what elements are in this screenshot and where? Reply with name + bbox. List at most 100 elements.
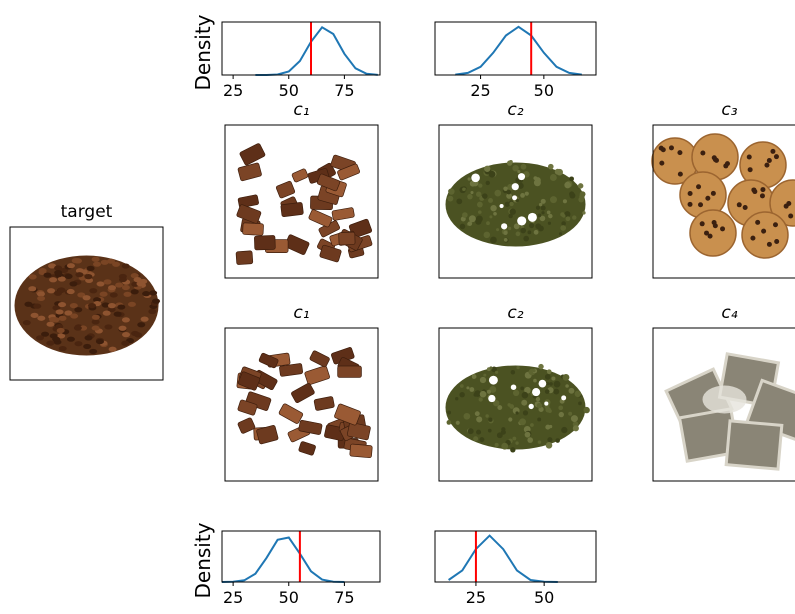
- tea-leaf: [446, 420, 452, 425]
- tea-leaf: [561, 221, 566, 226]
- tea-leaf: [497, 405, 503, 410]
- tea-leaf: [572, 215, 577, 220]
- coffee-bean: [30, 312, 39, 318]
- tea-leaf: [467, 221, 473, 226]
- coffee-bean: [122, 332, 131, 338]
- tea-leaf: [475, 218, 482, 225]
- chocolate-piece: [349, 443, 373, 459]
- choc-chip: [772, 222, 778, 228]
- chocolate-piece: [304, 365, 330, 385]
- x-tick-label: 25: [223, 81, 243, 100]
- tea-leaf: [520, 163, 527, 170]
- coffee-bean: [58, 315, 67, 321]
- tea-leaf: [506, 193, 513, 199]
- density-curve: [448, 534, 558, 583]
- tea-leaf: [507, 226, 512, 231]
- chocolate-piece: [258, 352, 279, 369]
- tea-leaf: [577, 183, 584, 189]
- tea-gap: [488, 375, 498, 385]
- choc-chip: [750, 235, 756, 241]
- choc-chip: [761, 228, 767, 234]
- tea-leaf: [504, 201, 510, 207]
- choc-chip: [788, 213, 794, 219]
- tea-leaf: [494, 442, 499, 448]
- image-panel: [224, 124, 379, 279]
- tea-leaf: [469, 180, 476, 187]
- tea-leaf: [545, 442, 553, 449]
- tea-leaf: [535, 205, 541, 210]
- tea-leaf: [540, 205, 546, 211]
- coffee-bean: [73, 325, 82, 331]
- tea-leaf: [564, 181, 571, 189]
- coffee-bean: [84, 274, 93, 280]
- tea-leaf: [524, 386, 531, 394]
- tea-leaf: [537, 440, 542, 444]
- chocolate-piece: [338, 231, 356, 246]
- tea-leaf: [527, 230, 532, 235]
- coffee-bean: [96, 281, 105, 287]
- tea-leaf: [474, 411, 480, 417]
- coffee-bean: [69, 302, 78, 309]
- tea-leaf: [448, 189, 452, 193]
- coffee-bean: [121, 284, 130, 291]
- coffee-bean: [133, 277, 142, 283]
- x-tick-label: 25: [223, 588, 243, 607]
- chocolate-piece: [237, 417, 256, 434]
- tea-leaf: [515, 231, 521, 237]
- tea-leaf: [569, 176, 574, 182]
- tea-leaf: [568, 411, 573, 416]
- coffee-bean: [92, 261, 101, 267]
- coffee-bean: [95, 338, 104, 345]
- coffee-bean: [91, 314, 100, 320]
- tea-leaf: [470, 190, 474, 195]
- tea-leaf: [565, 384, 569, 388]
- coffee-bean: [37, 295, 46, 301]
- coffee-bean: [22, 320, 31, 326]
- tea-leaf: [493, 399, 500, 407]
- chocolate-piece: [291, 383, 315, 403]
- coffee-bean: [33, 303, 42, 309]
- tea-leaf: [459, 384, 464, 388]
- density-curve: [221, 536, 345, 583]
- tea-leaf: [479, 390, 487, 398]
- coffee-bean: [113, 311, 122, 317]
- tea-gap: [510, 384, 517, 390]
- chocolate-piece: [235, 250, 254, 265]
- tea-leaf: [488, 197, 493, 203]
- tea-gap: [532, 388, 541, 397]
- density-curve: [455, 25, 582, 76]
- chocolate-piece: [346, 422, 371, 441]
- choc-chip: [687, 190, 693, 196]
- tea-leaf: [508, 213, 513, 219]
- tea-leaf: [548, 163, 554, 170]
- choc-chip: [704, 230, 710, 236]
- tea-gap: [561, 395, 567, 401]
- coffee-bean: [36, 291, 45, 297]
- tea-leaf: [524, 191, 529, 196]
- tea-leaf: [475, 191, 482, 197]
- tea-leaf: [569, 192, 576, 199]
- tea-leaf: [508, 417, 513, 422]
- tea-gap: [527, 212, 537, 222]
- tea-leaf: [549, 382, 553, 386]
- tea-leaf: [551, 376, 556, 381]
- coffee-bean: [134, 332, 143, 338]
- coffee-bean: [46, 340, 55, 346]
- tea-leaf: [537, 417, 542, 422]
- tea-leaf: [478, 210, 482, 214]
- tea-leaf: [582, 211, 586, 215]
- coffee-bean: [91, 256, 100, 262]
- tea-gap: [544, 401, 549, 406]
- choc-chip: [712, 157, 718, 163]
- axes-frame: [221, 530, 381, 583]
- coffee-bean: [149, 290, 158, 296]
- chocolate-piece: [331, 207, 355, 221]
- choc-chip: [746, 154, 752, 160]
- coffee-bean: [77, 292, 86, 298]
- axes-frame: [434, 21, 597, 76]
- choc-chip: [786, 200, 792, 206]
- coffee-bean: [130, 289, 139, 295]
- tea-leaf: [496, 432, 503, 439]
- coffee-bean: [91, 319, 100, 325]
- coffee-bean: [82, 295, 91, 301]
